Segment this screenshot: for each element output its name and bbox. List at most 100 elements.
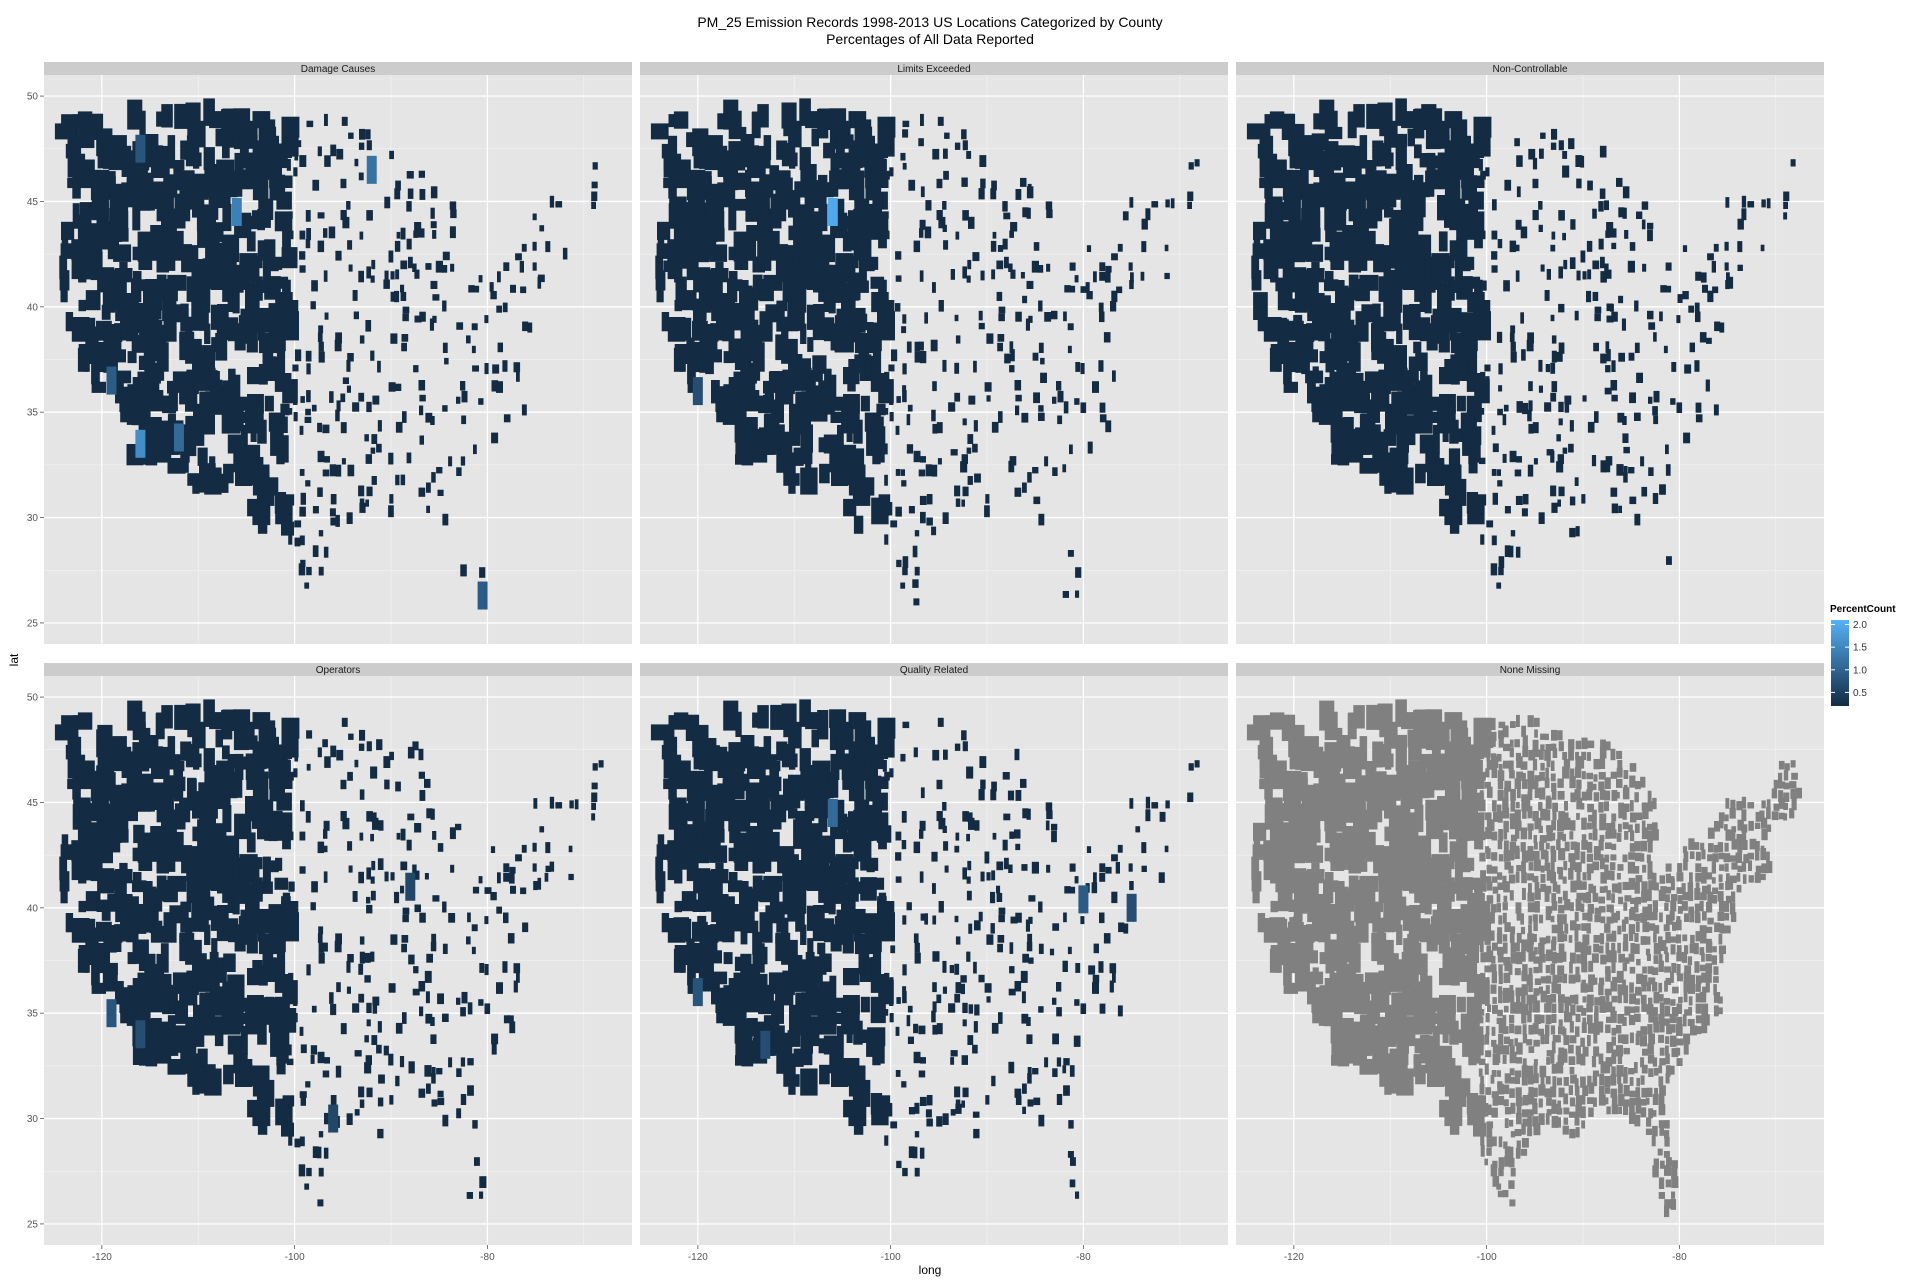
county [1508, 760, 1514, 772]
county [848, 140, 855, 168]
county [1372, 904, 1381, 933]
county [1533, 956, 1540, 964]
county [1473, 896, 1483, 913]
county [1341, 285, 1349, 303]
county [300, 1044, 307, 1054]
county [1522, 887, 1526, 900]
county [846, 414, 853, 442]
county [294, 148, 299, 161]
county [72, 203, 80, 229]
county [1562, 1048, 1568, 1055]
county [406, 201, 412, 212]
county [1581, 1095, 1586, 1105]
county [299, 155, 307, 167]
county [1660, 285, 1667, 293]
county [276, 346, 286, 374]
county [1010, 222, 1018, 232]
county [1623, 466, 1628, 475]
county [942, 359, 947, 372]
county [1624, 230, 1629, 239]
county [1468, 1043, 1477, 1066]
county [1003, 212, 1011, 220]
county [113, 149, 126, 161]
county [914, 942, 920, 953]
county [1700, 272, 1707, 283]
county [1574, 1085, 1580, 1096]
county [510, 284, 516, 293]
county [1538, 512, 1545, 524]
county [1384, 260, 1391, 282]
county [545, 865, 551, 872]
county [1026, 1034, 1033, 1044]
county [1569, 858, 1576, 870]
county [389, 494, 394, 504]
county [1504, 922, 1511, 932]
county [1257, 143, 1266, 159]
county [699, 344, 706, 373]
county [1496, 1017, 1504, 1024]
county [1301, 962, 1310, 976]
county [1467, 857, 1475, 871]
county [1491, 852, 1498, 861]
county [1562, 1125, 1569, 1135]
county [1478, 1068, 1483, 1077]
county [1456, 840, 1468, 871]
county [710, 924, 719, 943]
county [370, 275, 375, 283]
county [906, 341, 912, 353]
county [173, 761, 185, 772]
county [1521, 1076, 1528, 1086]
county [78, 900, 86, 913]
county [299, 230, 306, 240]
county [1251, 270, 1262, 291]
county [1528, 1086, 1534, 1094]
county [1600, 460, 1607, 473]
county [184, 392, 191, 405]
county [1582, 996, 1587, 1003]
county [1514, 138, 1520, 147]
county [1552, 1035, 1560, 1043]
county [1552, 974, 1559, 984]
county [1323, 904, 1330, 921]
county [673, 712, 689, 730]
county [78, 259, 87, 283]
county [906, 414, 911, 426]
county [783, 858, 792, 873]
county [209, 371, 220, 383]
county [907, 1036, 914, 1044]
county [788, 207, 798, 218]
county [1130, 272, 1134, 283]
county [788, 974, 795, 996]
county [884, 831, 890, 841]
county [890, 349, 898, 362]
county [1098, 360, 1104, 372]
county [1062, 1065, 1067, 1074]
county [1092, 381, 1099, 393]
county [1359, 414, 1368, 435]
county [1509, 933, 1515, 943]
county [932, 1001, 937, 1013]
county [467, 912, 471, 923]
county [437, 1090, 444, 1097]
county [281, 776, 293, 789]
county [1026, 280, 1034, 289]
county [1653, 415, 1659, 425]
county [1396, 1044, 1409, 1066]
county [1533, 988, 1540, 996]
facet-strip [1236, 62, 1824, 75]
county [1670, 398, 1676, 405]
county [919, 871, 924, 883]
county [902, 129, 909, 138]
county [1486, 1147, 1492, 1156]
county [354, 158, 359, 167]
county [1522, 735, 1528, 748]
county [709, 244, 728, 262]
county [316, 1146, 322, 1159]
county [1707, 253, 1714, 261]
county [496, 381, 503, 393]
county [991, 180, 997, 191]
county [1508, 964, 1513, 975]
county [121, 145, 132, 160]
county [1520, 226, 1528, 239]
county [932, 951, 940, 962]
